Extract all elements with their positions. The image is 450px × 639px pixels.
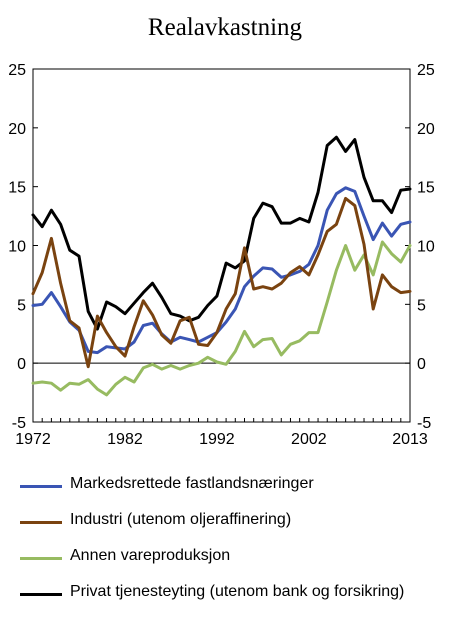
legend-label: Annen vareproduksjon	[70, 547, 231, 564]
y-tick-label-right: 20	[417, 121, 435, 138]
series-line-1	[31, 196, 412, 369]
series-line-0	[31, 186, 412, 355]
x-tick-label: 2002	[291, 431, 327, 448]
y-tick-label-right: 0	[417, 356, 426, 373]
y-tick-label-left: 5	[17, 297, 26, 314]
x-tick-label: 1982	[107, 431, 143, 448]
series-line-3	[31, 135, 412, 331]
legend-item: Annen vareproduksjon	[18, 542, 448, 578]
legend-label: Industri (utenom oljeraffinering)	[70, 511, 292, 528]
y-tick-label-right: -5	[417, 415, 431, 432]
legend-label: Markedsrettede fastlandsnæringer	[70, 475, 314, 492]
legend-label: Privat tjenesteyting (utenom bank og for…	[70, 583, 405, 600]
y-tick-label-right: 15	[417, 180, 435, 197]
y-tick-label-left: -5	[12, 415, 26, 432]
plot-frame	[32, 68, 411, 423]
x-tick-label: 1972	[15, 431, 51, 448]
legend-item: Industri (utenom oljeraffinering)	[18, 506, 448, 542]
plot-area: -5 -5 0 0 5 5 10 10 15 15 20 20 25 25 1972 1982 1992 2002…	[8, 62, 435, 448]
y-tick-label-left: 25	[8, 62, 26, 79]
legend-swatch	[20, 485, 62, 488]
x-tick-label: 2013	[392, 431, 428, 448]
y-tick-label-right: 25	[417, 62, 435, 79]
legend-swatch	[20, 593, 62, 596]
y-tick-label-right: 5	[417, 297, 426, 314]
legend-swatch	[20, 521, 62, 524]
y-tick-label-left: 20	[8, 121, 26, 138]
legend: Markedsrettede fastlandsnæringer Industri…	[18, 470, 448, 614]
x-tick-label: 1992	[199, 431, 235, 448]
series-line-2	[31, 240, 412, 397]
legend-item: Markedsrettede fastlandsnæringer	[18, 470, 448, 506]
y-tick-label-left: 0	[17, 356, 26, 373]
y-tick-label-right: 10	[417, 239, 435, 256]
y-tick-label-left: 15	[8, 180, 26, 197]
legend-item: Privat tjenesteyting (utenom bank og for…	[18, 578, 448, 614]
chart-title: Realavkastning	[147, 14, 303, 41]
y-tick-label-left: 10	[8, 239, 26, 256]
legend-swatch	[20, 557, 62, 560]
